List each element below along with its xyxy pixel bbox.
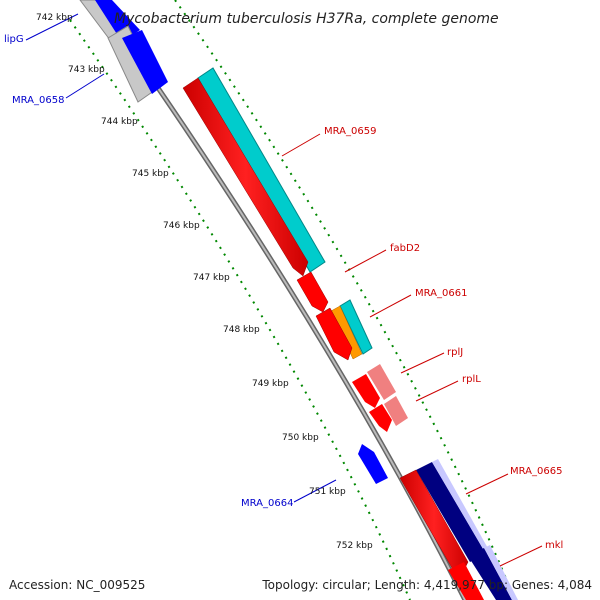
callout-MRA_0661	[369, 294, 412, 318]
callout-lipG	[25, 13, 79, 41]
gene-rplL-arrow[interactable]	[369, 404, 392, 432]
scale-label: 747 kbp	[193, 273, 230, 283]
callout-rplL	[415, 380, 459, 402]
gene-MRA_0661-arrow[interactable]	[315, 307, 353, 361]
gene-label-MRA_0664[interactable]: MRA_0664	[241, 498, 293, 509]
gene-MRA_0664-arrow[interactable]	[358, 444, 388, 484]
gene-MRA_0658-arrow[interactable]	[122, 30, 168, 94]
scale-label: 752 kbp	[336, 541, 373, 551]
scale-label: 746 kbp	[163, 221, 200, 231]
scale-label: 748 kbp	[223, 325, 260, 335]
gene-label-MRA_0665[interactable]: MRA_0665	[510, 466, 562, 477]
gene-mkl-light[interactable]	[484, 545, 518, 600]
gene-label-rplJ[interactable]: rplJ	[447, 347, 463, 358]
scale-label: 745 kbp	[132, 169, 169, 179]
gene-MRA_0659-arrow[interactable]	[182, 77, 309, 277]
scale-label: 743 kbp	[68, 65, 105, 75]
genome-title: Mycobacterium tuberculosis H37Ra, comple…	[114, 11, 499, 27]
gene-label-fabD2[interactable]: fabD2	[390, 243, 420, 254]
callout-MRA_0665	[465, 473, 509, 495]
gene-label-mkl[interactable]: mkl	[545, 540, 563, 551]
gene-MRA_0661-cds[interactable]	[339, 299, 373, 355]
callout-MRA_0664	[293, 479, 337, 503]
gene-rplL-block[interactable]	[384, 396, 408, 426]
gene-rplJ-arrow[interactable]	[352, 374, 380, 408]
topology-label: Topology: circular; Length: 4,419,977 bp…	[262, 578, 592, 592]
gene-label-MRA_0658[interactable]: MRA_0658	[12, 95, 64, 106]
gene-fabD2-arrow[interactable]	[296, 271, 329, 313]
gene-MRA_0665-dark[interactable]	[416, 462, 486, 562]
scale-label: 742 kbp	[36, 13, 73, 23]
callout-fabD2	[344, 249, 387, 273]
gene-MRA_0665-light[interactable]	[432, 459, 490, 554]
callout-MRA_0659	[281, 133, 321, 157]
scale-label: 750 kbp	[282, 433, 319, 443]
gene-label-MRA_0661[interactable]: MRA_0661	[415, 288, 467, 299]
gene-label-MRA_0659[interactable]: MRA_0659	[324, 126, 376, 137]
accession-label: Accession: NC_009525	[9, 578, 146, 592]
callout-MRA_0658	[65, 73, 105, 99]
gene-rplJ-block[interactable]	[367, 364, 396, 400]
gene-mkl-arrow[interactable]	[448, 562, 484, 600]
backbone-ring-highlight	[96, 0, 466, 600]
scale-label: 749 kbp	[252, 379, 289, 389]
callout-rplJ	[400, 352, 445, 374]
scale-label: 744 kbp	[101, 117, 138, 127]
gene-mkl-dark[interactable]	[468, 548, 512, 600]
callout-mkl	[499, 545, 543, 567]
scale-label: 751 kbp	[309, 487, 346, 497]
inner-scale-track	[69, 19, 411, 600]
gene-label-rplL[interactable]: rplL	[462, 374, 481, 385]
gene-label-lipG[interactable]: lipG	[4, 34, 24, 45]
